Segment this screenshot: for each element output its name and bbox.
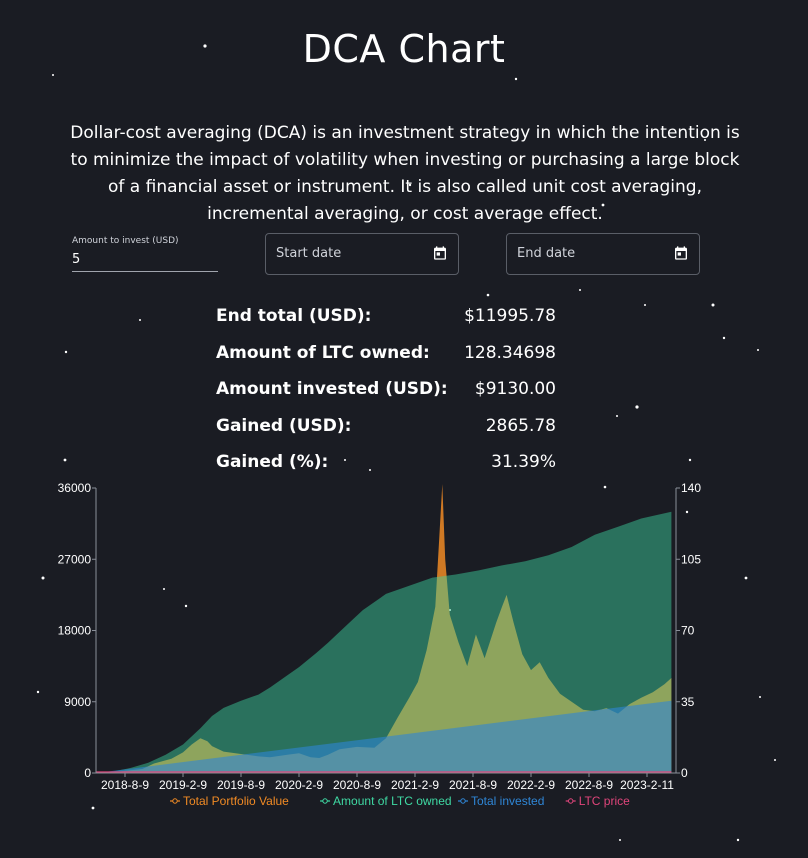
stat-value: 128.34698 (464, 342, 556, 363)
right-tick-label: 105 (681, 552, 701, 566)
x-tick-label: 2023-2-11 (620, 778, 674, 792)
amount-input[interactable]: Amount to invest (USD) 5 (72, 234, 218, 272)
left-tick-label: 9000 (64, 695, 91, 709)
x-tick-label: 2019-8-9 (217, 778, 265, 792)
stat-label: Amount of LTC owned: (216, 342, 430, 363)
series-area-amount-of-ltc-owned (96, 511, 672, 773)
legend-label: Total Portfolio Value (183, 794, 289, 808)
right-tick-label: 70 (681, 624, 695, 638)
stat-value: $9130.00 (474, 379, 556, 400)
start-date-placeholder: Start date (276, 246, 342, 261)
stat-label: Gained (USD): (216, 415, 352, 436)
x-tick-label: 2021-2-9 (391, 778, 439, 792)
stat-value: 31.39% (491, 452, 556, 473)
x-tick-label: 2018-8-9 (101, 778, 149, 792)
calendar-icon[interactable] (432, 245, 448, 261)
legend-label: Amount of LTC owned (333, 794, 452, 808)
right-tick-label: 35 (681, 695, 695, 709)
x-tick-label: 2019-2-9 (159, 778, 207, 792)
stat-gained-percent: Gained (%): 31.39% (216, 446, 556, 483)
x-tick-label: 2022-8-9 (565, 778, 613, 792)
legend-marker (460, 798, 466, 804)
right-tick-label: 0 (681, 766, 688, 780)
right-tick-label: 140 (681, 481, 701, 495)
stat-value: $11995.78 (464, 306, 556, 326)
stat-gained-usd: Gained (USD): 2865.78 (216, 410, 556, 447)
amount-input-label: Amount to invest (USD) (72, 236, 179, 246)
left-tick-label: 36000 (58, 481, 92, 495)
legend-marker (322, 798, 328, 804)
x-tick-label: 2020-2-9 (275, 778, 323, 792)
calendar-icon[interactable] (673, 245, 689, 261)
stat-label: End total (USD): (216, 306, 372, 326)
stat-label: Gained (%): (216, 452, 329, 473)
results-summary: End total (USD): $11995.78 Amount of LTC… (216, 300, 556, 483)
stat-ltc-owned: Amount of LTC owned: 128.34698 (216, 337, 556, 374)
page-description: Dollar-cost averaging (DCA) is an invest… (70, 123, 740, 224)
end-date-placeholder: End date (517, 246, 576, 261)
series-area-total-portfolio-value (96, 484, 672, 773)
x-tick-label: 2021-8-9 (449, 778, 497, 792)
end-date-field[interactable]: End date (506, 233, 700, 275)
left-tick-label: 27000 (58, 552, 92, 566)
x-tick-label: 2020-8-9 (333, 778, 381, 792)
dca-chart[interactable]: 0 9000 18000 27000 36000 0 35 70 105 140 2018-8-9 2… (0, 478, 808, 823)
legend-marker (568, 798, 574, 804)
legend-marker (172, 798, 178, 804)
stat-value: 2865.78 (485, 415, 556, 436)
x-tick-label: 2022-2-9 (507, 778, 555, 792)
stat-end-total: End total (USD): $11995.78 (216, 300, 556, 337)
chart-legend: Total Portfolio Value Amount of LTC owned… (170, 794, 630, 808)
stat-amount-invested: Amount invested (USD): $9130.00 (216, 373, 556, 410)
page-title: DCA Chart (302, 27, 506, 71)
legend-label: Total invested (471, 794, 544, 808)
left-tick-label: 0 (84, 766, 91, 780)
left-tick-label: 18000 (58, 624, 92, 638)
amount-input-value[interactable]: 5 (72, 252, 81, 267)
start-date-field[interactable]: Start date (265, 233, 459, 275)
legend-label: LTC price (579, 794, 630, 808)
stat-label: Amount invested (USD): (216, 379, 448, 400)
